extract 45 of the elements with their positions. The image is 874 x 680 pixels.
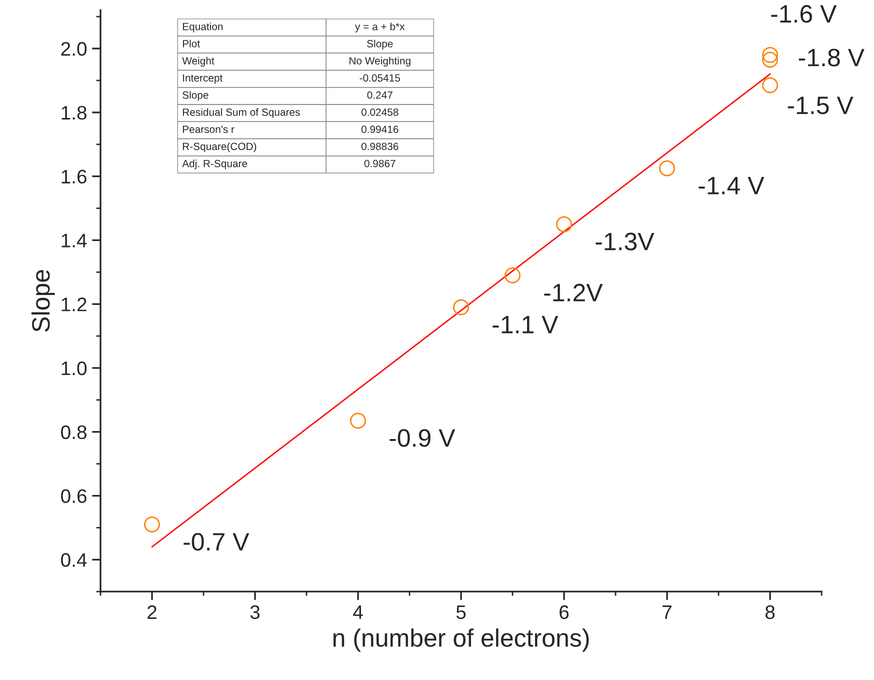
y-tick-label: 1.8 xyxy=(62,106,86,120)
annotation: -1.6 V xyxy=(771,5,837,23)
annotation: Slope xyxy=(367,40,393,50)
y-axis-title: Slope xyxy=(31,270,55,332)
annotation: -1.3V xyxy=(596,232,654,250)
annotation: Plot xyxy=(182,40,200,48)
annotation: 0.247 xyxy=(367,91,392,99)
y-tick-label: 1.2 xyxy=(62,298,86,312)
annotation: -0.05415 xyxy=(360,74,400,82)
annotation: Residual Sum of Squares xyxy=(182,108,300,118)
y-tick-label: 1.0 xyxy=(62,361,87,376)
x-axis-title: n (number of electrons) xyxy=(333,628,589,652)
annotation: 0.99416 xyxy=(361,126,398,133)
annotation: -0.9 V xyxy=(390,429,456,447)
y-tick-label: 0.6 xyxy=(61,489,86,503)
x-tick-label: 4 xyxy=(353,606,363,619)
x-tick-label: 7 xyxy=(662,606,672,619)
x-tick-label: 3 xyxy=(250,605,260,620)
x-tick-label: 5 xyxy=(456,606,466,620)
annotation: -0.7 V xyxy=(184,532,250,551)
annotation: -1.4 V xyxy=(698,177,764,194)
y-tick-label: 2.0 xyxy=(61,42,87,56)
annotation: Weight xyxy=(182,56,214,67)
annotation: Adj. R-Square xyxy=(182,160,248,170)
annotation: -1.8 V xyxy=(798,48,864,66)
annotation: -1.1 V xyxy=(492,316,558,334)
y-tick-label: 1.4 xyxy=(62,234,87,248)
x-tick-label: 2 xyxy=(148,605,156,619)
annotation: Pearson's r xyxy=(182,126,234,133)
x-tick-label: 8 xyxy=(765,605,775,620)
annotation: Intercept xyxy=(183,74,223,84)
annotation: Equation xyxy=(182,22,223,32)
annotation: 0.02458 xyxy=(361,108,398,116)
annotation: 0.9867 xyxy=(364,160,396,168)
annotation: 0.98836 xyxy=(361,142,398,150)
y-tick-label: 0.8 xyxy=(61,425,86,440)
annotation: -1.5 V xyxy=(788,96,854,114)
annotation: R-Square(COD) xyxy=(182,142,256,152)
annotation: No Weighting xyxy=(350,56,410,67)
annotation: y = a + b*x xyxy=(355,22,405,32)
x-tick-label: 6 xyxy=(560,605,569,620)
y-tick-label: 0.4 xyxy=(61,553,87,567)
y-tick-label: 1.6 xyxy=(62,170,86,184)
annotation: Slope xyxy=(182,91,208,101)
annotation: -1.2V xyxy=(544,284,603,302)
